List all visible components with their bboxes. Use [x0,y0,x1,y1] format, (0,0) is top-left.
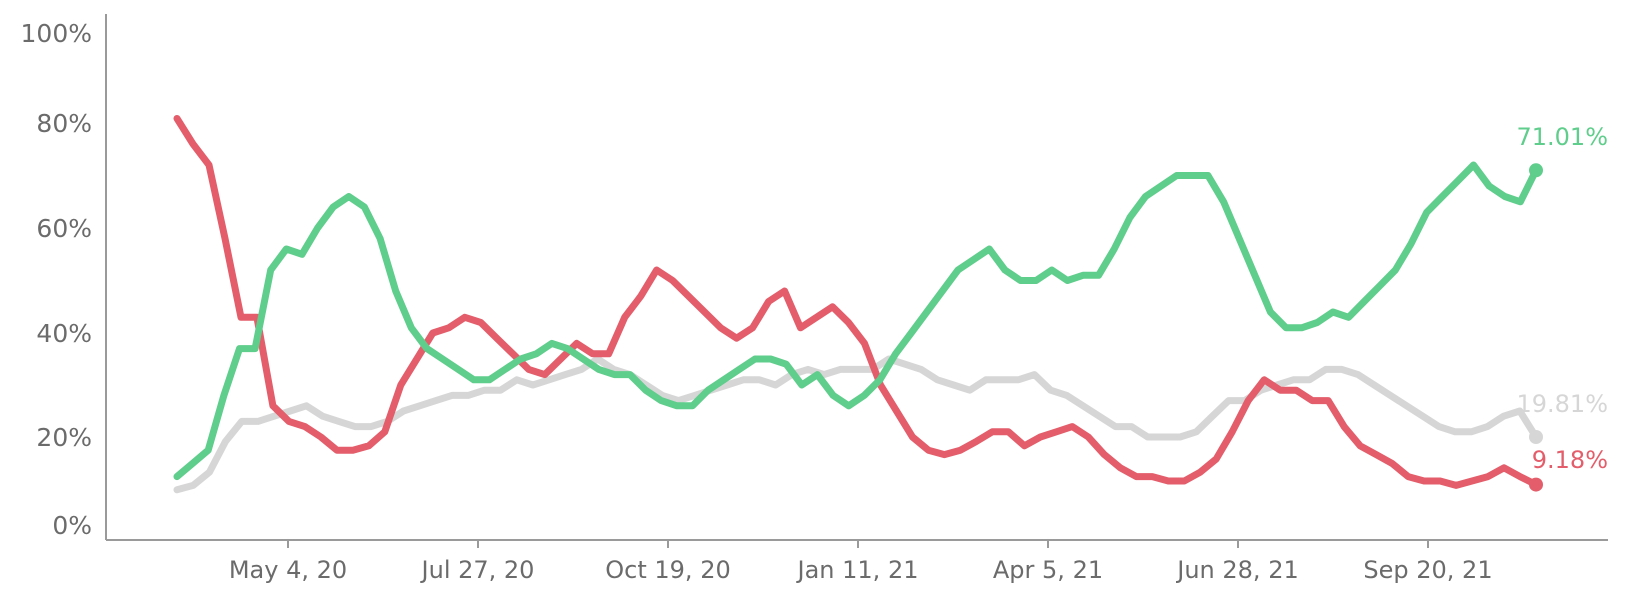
y-tick-label: 40% [36,319,92,348]
series-line [173,161,1540,481]
series-end-label: 9.18% [1532,446,1608,474]
series-end-label: 19.81% [1516,390,1608,418]
x-tick-label: Oct 19, 20 [605,556,730,584]
y-tick-label: 20% [36,423,92,452]
series-end-point [1529,477,1543,492]
y-tick-label: 0% [52,511,92,540]
x-axis-ticks: May 4, 20 Jul 27, 20 Oct 19, 20 Jan 11, 21 A… [229,540,1493,584]
series-line [173,355,1540,494]
series-end-label: 71.01% [1516,123,1608,151]
x-tick-label: Jul 27, 20 [420,556,535,584]
series-layer [173,115,1543,494]
series-end-point [1529,430,1543,444]
series-end-point [1529,163,1543,178]
x-tick-label: Jun 28, 21 [1175,556,1298,584]
series-line [173,115,1540,489]
y-tick-label: 100% [21,19,92,48]
y-axis-ticks: 0% 20% 40% 60% 80% 100% [21,19,92,540]
x-tick-label: Sep 20, 21 [1363,556,1492,584]
x-tick-label: Jan 11, 21 [796,556,919,584]
x-tick-label: May 4, 20 [229,556,347,584]
end-labels: 19.81% 9.18% 71.01% [1516,123,1608,474]
x-tick-label: Apr 5, 21 [993,556,1103,584]
y-tick-label: 60% [36,214,92,243]
y-tick-label: 80% [36,109,92,138]
